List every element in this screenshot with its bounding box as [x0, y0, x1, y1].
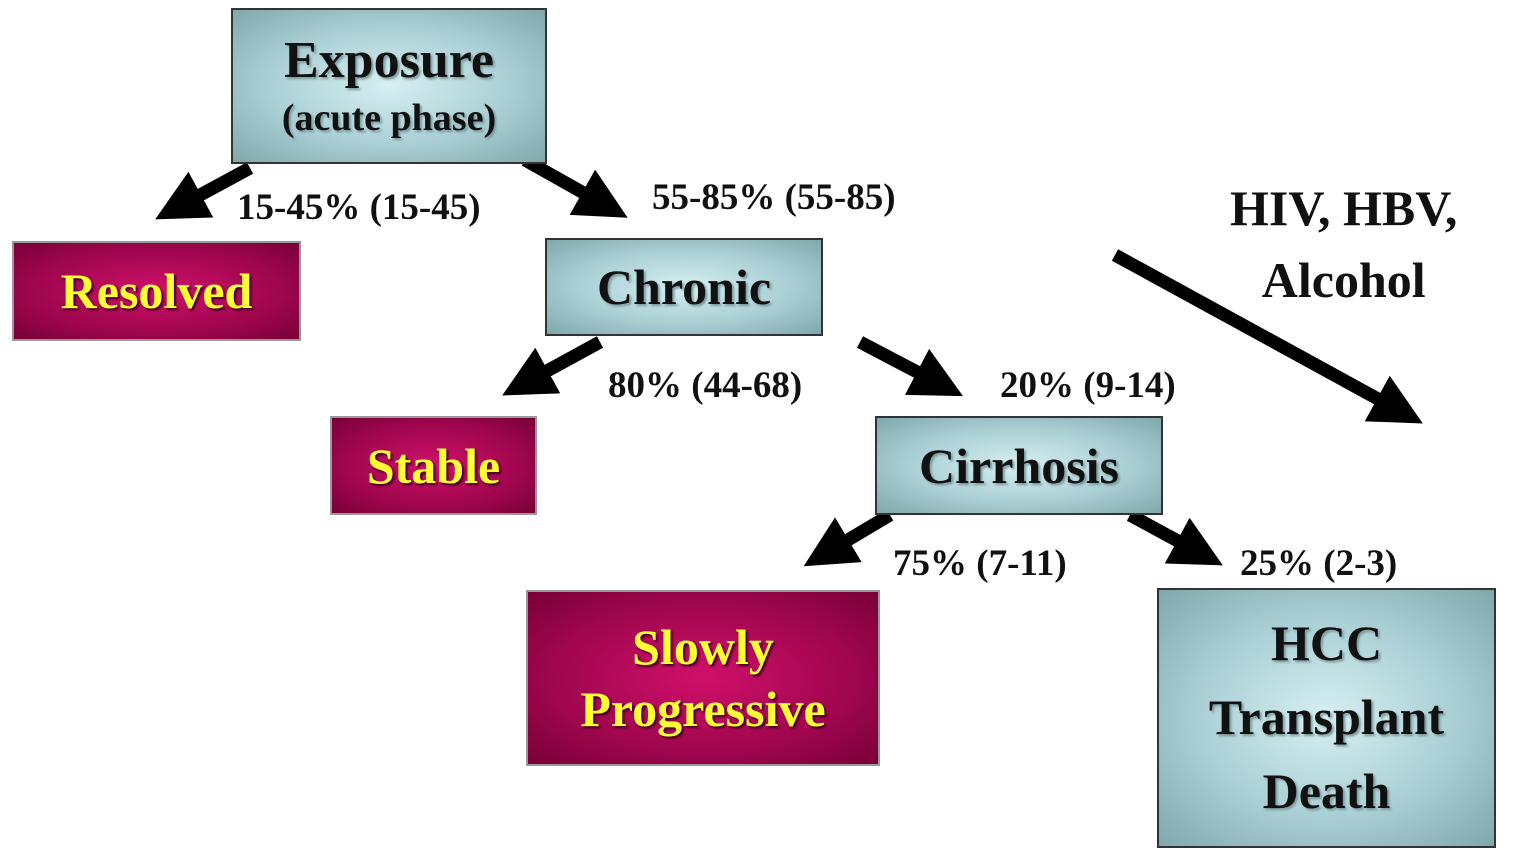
node-exposure: Exposure (acute phase)	[231, 8, 547, 164]
edge-label: 25% (2-3)	[1240, 543, 1398, 584]
node-text: Slowly	[632, 619, 774, 675]
arrow	[155, 162, 254, 220]
node-text: Transplant	[1208, 689, 1445, 745]
node-text: Chronic	[596, 259, 772, 315]
node-slowly-progressive: Slowly Progressive	[526, 590, 880, 766]
edge-label: 75% (7-11)	[893, 543, 1067, 584]
arrow	[1126, 509, 1223, 566]
node-chronic: Chronic	[545, 238, 823, 336]
node-resolved: Resolved	[12, 241, 301, 341]
node-text: Cirrhosis	[919, 437, 1119, 494]
arrow	[521, 154, 628, 218]
node-text: Death	[1262, 763, 1391, 819]
edge-label: 20% (9-14)	[1000, 365, 1176, 406]
annotation: HIV, HBV, Alcohol	[1230, 172, 1457, 316]
arrow	[1111, 249, 1423, 424]
arrow	[502, 336, 604, 396]
node-cirrhosis: Cirrhosis	[875, 416, 1163, 515]
edge-label: 15-45% (15-45)	[237, 187, 481, 228]
edge-label: 55-85% (55-85)	[652, 177, 896, 218]
arrow-group	[155, 154, 1423, 567]
arrow	[803, 509, 894, 567]
node-text: Resolved	[60, 263, 253, 319]
node-text: Progressive	[580, 681, 826, 737]
node-text: HCC	[1270, 615, 1383, 671]
arrow	[856, 336, 964, 397]
node-text: Exposure	[284, 32, 494, 89]
node-text: (acute phase)	[281, 97, 497, 139]
node-text: Stable	[366, 437, 501, 494]
annotation-line: HIV, HBV,	[1230, 180, 1458, 236]
edge-label: 80% (44-68)	[608, 365, 803, 406]
node-stable: Stable	[330, 416, 537, 515]
annotation-line: Alcohol	[1261, 252, 1426, 308]
node-outcome: HCC Transplant Death	[1157, 588, 1496, 848]
